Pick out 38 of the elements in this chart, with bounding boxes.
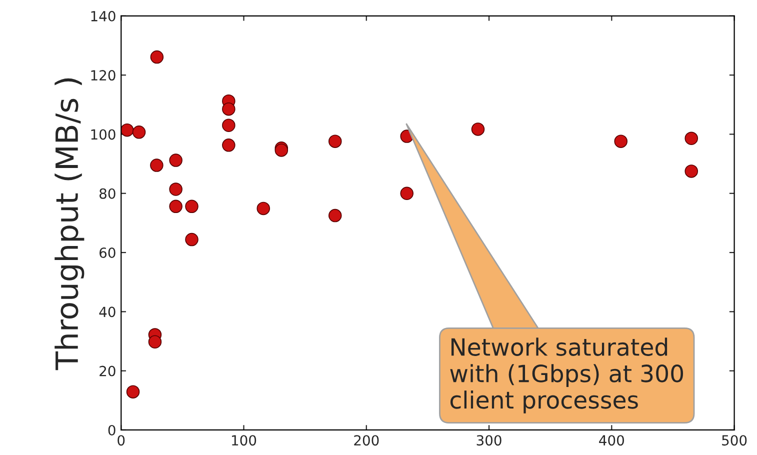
point — [614, 134, 628, 148]
y-tick-label: 0 — [108, 424, 116, 436]
y-tick-label: 40 — [99, 306, 116, 318]
point — [256, 202, 270, 216]
point — [121, 123, 134, 137]
x-tick-label: 100 — [232, 435, 256, 446]
point — [222, 138, 236, 152]
x-tick-label: 200 — [354, 435, 379, 446]
point — [126, 385, 140, 398]
point — [222, 118, 236, 132]
point — [222, 102, 236, 116]
x-tick-label: 300 — [476, 435, 502, 446]
point — [132, 126, 146, 139]
point — [150, 158, 164, 172]
point — [169, 182, 182, 196]
point — [684, 164, 698, 178]
y-axis-title: Throughput (MB/s ) — [54, 78, 84, 370]
y-tick-label: 60 — [100, 247, 116, 258]
y-tick-label: 140 — [91, 10, 116, 22]
point — [471, 122, 485, 136]
point — [185, 200, 198, 214]
y-tick-label: 100 — [91, 129, 116, 140]
point — [185, 232, 198, 246]
x-tick-label: 500 — [722, 435, 747, 446]
annotation: Network saturated with (1Gbps) at 300 client processes — [450, 338, 684, 414]
y-tick-label: 80 — [100, 188, 116, 199]
point — [328, 208, 342, 222]
point — [148, 335, 162, 348]
y-tick-label: 20 — [100, 366, 116, 376]
point — [150, 50, 164, 64]
x-tick-label: 0 — [118, 435, 125, 446]
y-tick-label: 120 — [91, 70, 116, 81]
point — [400, 186, 414, 200]
point — [169, 154, 182, 167]
point — [684, 132, 698, 145]
point — [328, 134, 342, 148]
x-tick-label: 400 — [599, 435, 624, 446]
point — [169, 200, 182, 214]
